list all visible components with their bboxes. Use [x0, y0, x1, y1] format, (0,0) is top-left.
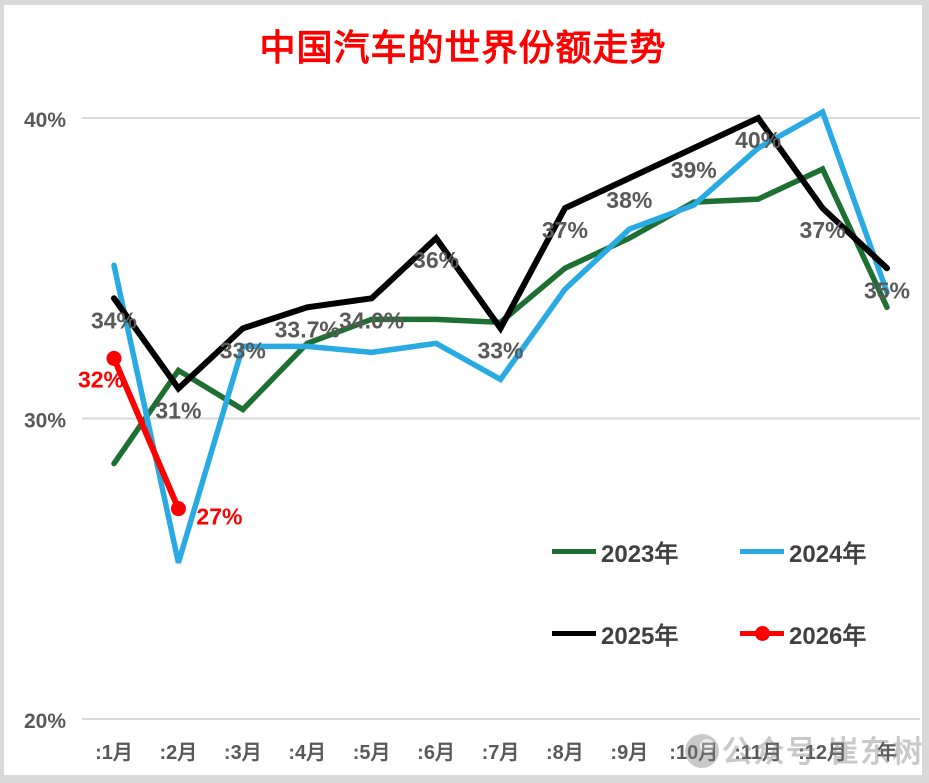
x-tick-label: :3月	[224, 742, 262, 764]
y-tick-label: 40%	[24, 109, 66, 132]
legend-swatch-2024-icon	[740, 548, 784, 554]
line-chart-canvas: 40% 30% 20% :1月 :2月 :3月 :4月 :5月 :6月 :7月 :8月 :9月 :10月…	[24, 108, 924, 769]
watermark-logo-icon	[685, 734, 719, 768]
x-tick-label: :5月	[353, 742, 391, 764]
x-axis-labels: :1月 :2月 :3月 :4月 :5月 :6月 :7月 :8月 :9月 :10月 :11月 :12月 年	[95, 740, 897, 764]
data-labels-2025年: 34% 31% 33% 33.7% 34.0% 36% 33% 37% 38% 39% 40% 37%…	[91, 127, 910, 423]
x-tick-label: :10月	[669, 742, 718, 764]
x-tick-label: :12月	[798, 742, 847, 764]
data-label: 35%	[864, 277, 910, 303]
x-tick-label: :2月	[160, 742, 198, 764]
legend-item-2024: 2024年	[740, 537, 866, 568]
data-label: 40%	[735, 127, 781, 153]
x-tick-label: :6月	[417, 742, 455, 764]
legend-label-2026: 2026年	[789, 622, 867, 650]
series-line-2026年	[111, 355, 182, 512]
y-tick-label: 20%	[24, 710, 66, 733]
x-tick-label: :4月	[288, 742, 326, 764]
data-label: 37%	[542, 217, 588, 243]
watermark: 公众号 崔东树	[685, 734, 924, 769]
data-label: 27%	[196, 504, 242, 530]
x-tick-label: :9月	[610, 742, 648, 764]
legend-item-2026: 2026年	[740, 619, 866, 650]
legend-swatch-2023-icon	[552, 548, 596, 554]
legend-label-2024: 2024年	[789, 540, 867, 568]
watermark-logo-inner	[700, 739, 714, 753]
data-label: 33%	[220, 337, 266, 363]
data-label: 32%	[78, 366, 124, 392]
legend-swatch-2026-icon	[740, 625, 784, 641]
legend-label-2023: 2023年	[601, 540, 679, 568]
x-tick-label: :11月	[734, 742, 782, 764]
x-tick-label: :7月	[482, 742, 520, 764]
legend-label-2025: 2025年	[601, 622, 679, 650]
data-label: 33.7%	[275, 316, 340, 342]
x-tick-label: :1月	[95, 742, 133, 764]
data-label: 37%	[800, 217, 846, 243]
x-tick-label: :8月	[546, 742, 584, 764]
series-marker-2026年	[170, 501, 186, 517]
legend-item-2023: 2023年	[552, 537, 678, 568]
data-label: 34%	[91, 307, 137, 333]
chart-title: 中国汽车的世界份额走势	[259, 27, 667, 68]
y-axis-labels: 40% 30% 20%	[24, 109, 66, 733]
data-label: 34.0%	[339, 307, 404, 333]
y-tick-label: 30%	[24, 410, 66, 433]
data-label: 39%	[671, 157, 717, 183]
data-label: 31%	[155, 397, 201, 423]
legend-swatch-2025-icon	[552, 630, 596, 636]
data-label: 36%	[413, 247, 459, 273]
series-line-2024年	[111, 108, 890, 564]
data-label: 38%	[606, 187, 652, 213]
legend-item-2025: 2025年	[552, 619, 678, 650]
watermark-text: 公众号 崔东树	[722, 735, 924, 769]
data-label: 33%	[477, 337, 523, 363]
series-line-2025年	[111, 114, 890, 393]
data-labels-2026年: 32% 27%	[78, 366, 243, 529]
x-tick-label: 年	[877, 740, 897, 764]
series-marker-2026年	[106, 350, 122, 366]
